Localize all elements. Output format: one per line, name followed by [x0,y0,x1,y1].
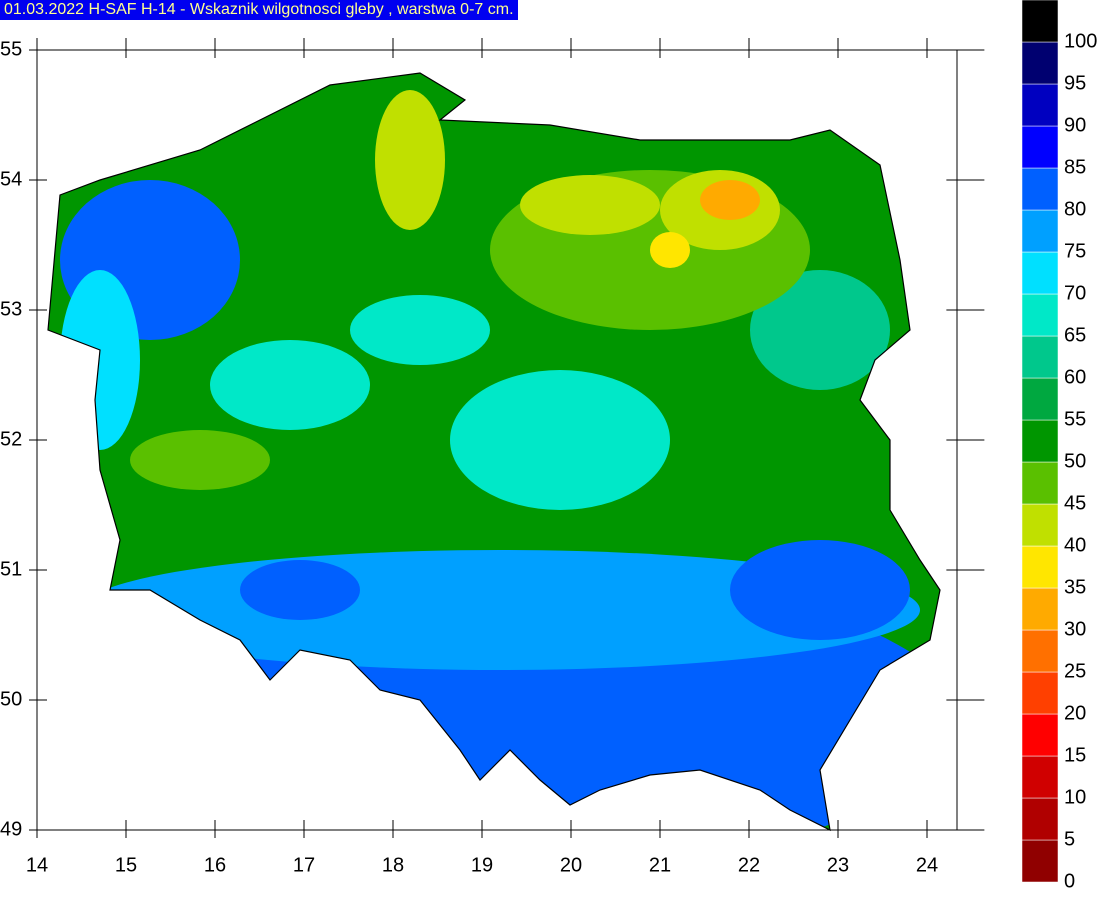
x-tick-label: 19 [471,854,493,876]
map-title: 01.03.2022 H-SAF H-14 - Wskaznik wilgotn… [0,0,518,20]
legend-swatch [1021,503,1059,547]
x-tick-label: 16 [204,854,226,876]
soil-moisture-field [48,73,940,830]
legend-label: 55 [1064,408,1086,430]
legend-swatch [1021,839,1059,883]
legend-label: 95 [1064,72,1086,94]
legend-label: 20 [1064,702,1086,724]
legend-swatch [1021,797,1059,841]
legend-swatch [1021,587,1059,631]
legend-swatch [1021,251,1059,295]
x-tick-label: 17 [293,854,315,876]
legend-label: 40 [1064,534,1086,556]
legend-swatch [1021,755,1059,799]
legend-label: 65 [1064,324,1086,346]
country-border [47,72,941,832]
legend-swatch [1021,0,1059,43]
x-tick-label: 21 [649,854,671,876]
legend-label: 5 [1064,828,1075,850]
x-tick-label: 18 [382,854,404,876]
legend-swatch [1021,713,1059,757]
legend-swatch [1021,167,1059,211]
legend-swatch [1021,335,1059,379]
legend-label: 75 [1064,240,1086,262]
x-tick-label: 15 [115,854,137,876]
legend-label: 80 [1064,198,1086,220]
legend-swatch [1021,545,1059,589]
legend-swatch [1021,41,1059,85]
x-tick-label: 14 [26,854,48,876]
legend-label: 45 [1064,492,1086,514]
legend-label: 100 [1064,30,1097,52]
y-tick-label: 52 [0,428,22,450]
x-tick-label: 22 [738,854,760,876]
x-tick-label: 23 [827,854,849,876]
legend-label: 15 [1064,744,1086,766]
legend-label: 30 [1064,618,1086,640]
legend-label: 60 [1064,366,1086,388]
legend-swatch [1021,629,1059,673]
legend-swatch [1021,461,1059,505]
legend-swatch [1021,293,1059,337]
legend-swatch [1021,671,1059,715]
legend-swatch [1021,209,1059,253]
y-tick-label: 51 [0,558,22,580]
legend-label: 50 [1064,450,1086,472]
y-tick-label: 53 [0,298,22,320]
legend-swatch [1021,419,1059,463]
legend-label: 90 [1064,114,1086,136]
y-tick-label: 49 [0,818,22,840]
x-tick-label: 20 [560,854,582,876]
legend-swatch [1021,83,1059,127]
y-tick-label: 54 [0,168,22,190]
legend-label: 25 [1064,660,1086,682]
legend-swatch [1021,125,1059,169]
legend-swatch [1021,377,1059,421]
x-tick-label: 24 [916,854,938,876]
y-tick-label: 55 [0,38,22,60]
legend-label: 85 [1064,156,1086,178]
legend-label: 35 [1064,576,1086,598]
y-tick-label: 50 [0,688,22,710]
legend-label: 70 [1064,282,1086,304]
legend-label: 10 [1064,786,1086,808]
legend-label: 0 [1064,870,1075,892]
